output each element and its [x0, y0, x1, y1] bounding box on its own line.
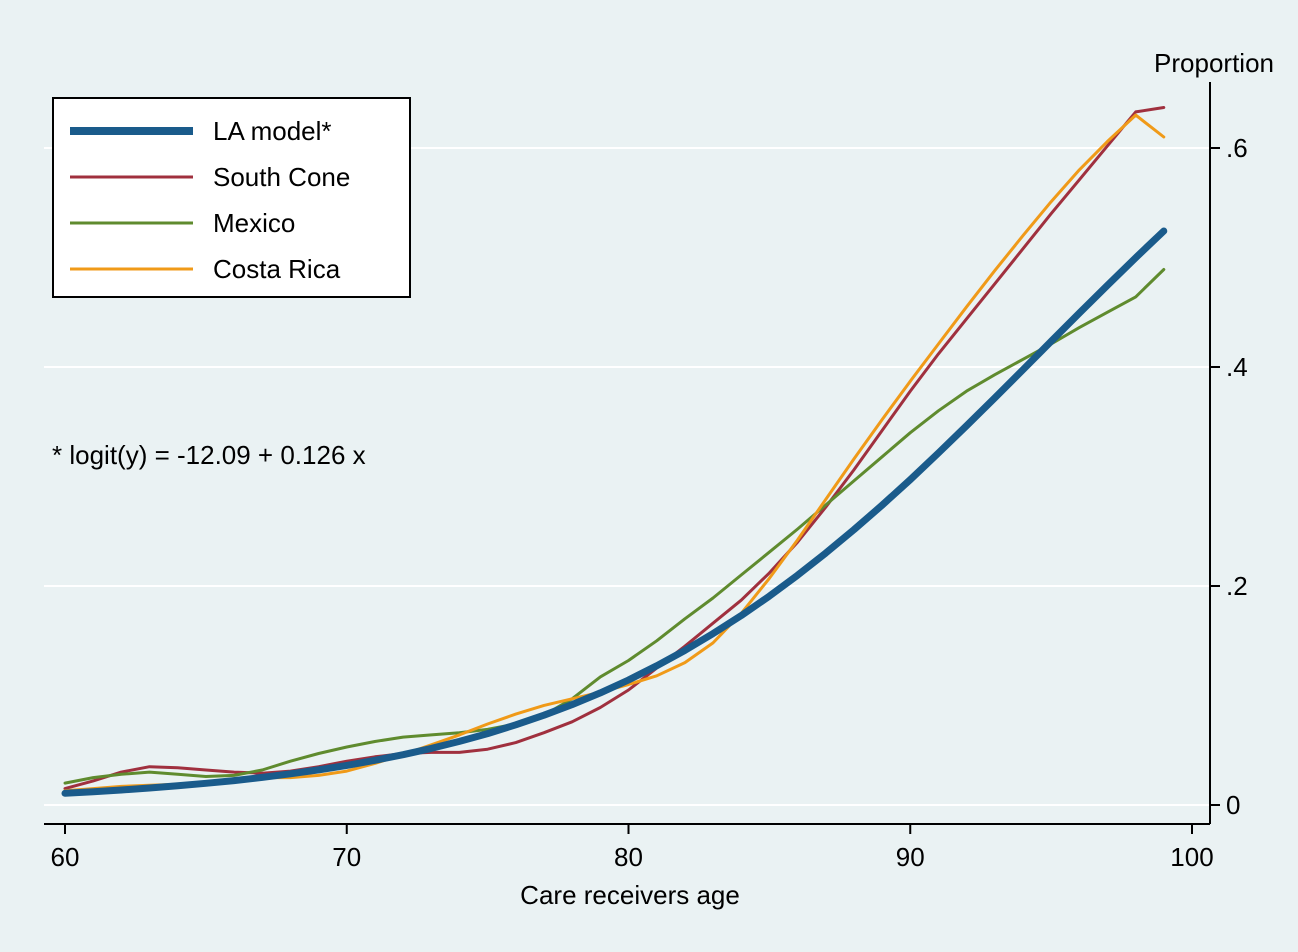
legend-label-mexico: Mexico [213, 208, 295, 238]
y-tick-label: .2 [1226, 571, 1248, 601]
series-lines [61, 106, 1168, 797]
legend: LA model* South Cone Mexico Costa Rica [52, 97, 411, 298]
legend-label-costa-rica: Costa Rica [213, 254, 341, 284]
x-tick-label: 60 [51, 842, 80, 872]
tick-marks: 0 .2 .4 .6 60 70 80 90 100 [51, 133, 1248, 872]
model-formula-annotation: * logit(y) = -12.09 + 0.126 x [52, 440, 366, 470]
y-tick-label: 0 [1226, 790, 1240, 820]
y-tick-label: .4 [1226, 352, 1248, 382]
x-tick-label: 90 [896, 842, 925, 872]
axes [44, 82, 1211, 825]
series-line-mexico [63, 268, 1166, 785]
legend-label-south-cone: South Cone [213, 162, 350, 192]
legend-label-la-model: LA model* [213, 116, 332, 146]
x-tick-label: 80 [614, 842, 643, 872]
y-tick-label: .6 [1226, 133, 1248, 163]
y-axis-title: Proportion [1154, 48, 1274, 78]
x-tick-label: 100 [1170, 842, 1213, 872]
x-tick-label: 70 [332, 842, 361, 872]
x-axis-title: Care receivers age [520, 880, 740, 910]
series-line-la-model [61, 227, 1168, 797]
